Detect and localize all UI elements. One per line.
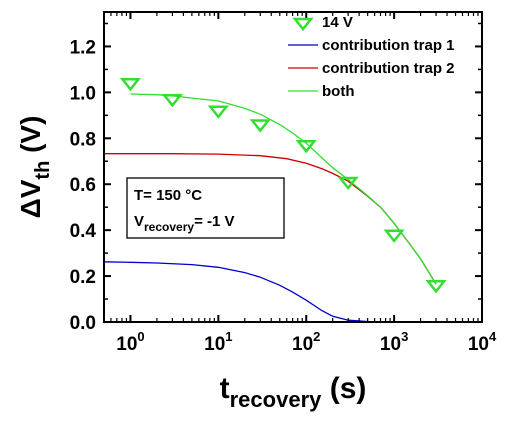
axis-ticks — [104, 12, 483, 323]
annotation-line-2-sub: recovery — [144, 220, 194, 234]
y-tick-label: 0.6 — [70, 175, 96, 196]
annotation-frame — [126, 177, 285, 239]
x-axis-title: trecovery (s) — [220, 372, 367, 412]
y-tick-label: 1.0 — [70, 83, 96, 104]
x-tick-label: 103 — [380, 329, 408, 355]
data-point — [383, 229, 405, 243]
x-tick-label: 100 — [116, 329, 144, 355]
plot-frame — [103, 11, 483, 323]
data-point — [295, 139, 317, 154]
y-axis-title-unit: (V) — [15, 116, 46, 161]
data-point — [207, 105, 229, 119]
annotation-box: T= 150 °C Vrecovery= -1 V — [126, 177, 285, 239]
y-tick-label: 0.8 — [70, 129, 96, 150]
x-axis-title-sub: recovery — [230, 387, 323, 412]
x-tick-label: 104 — [468, 329, 497, 355]
legend: 14 V contribution trap 1 contribution trap… — [288, 14, 455, 100]
data-point — [119, 77, 142, 92]
data-point — [425, 280, 447, 294]
legend-label: 14 V — [322, 14, 353, 31]
data-point — [249, 119, 271, 133]
legend-label: contribution trap 1 — [322, 37, 455, 54]
x-tick-label: 102 — [292, 329, 320, 355]
y-axis-title: ΔVth (V) — [15, 116, 54, 219]
y-tick-label: 0.0 — [70, 313, 96, 334]
series-markers — [119, 77, 447, 294]
y-axis-title-main: ΔV — [15, 179, 46, 218]
y-tick-label: 1.2 — [70, 37, 96, 58]
annotation-line-2: Vrecovery= -1 V — [134, 213, 235, 234]
x-tick-label: 101 — [204, 329, 232, 355]
y-axis-title-sub: th — [32, 161, 54, 180]
data-point — [161, 94, 183, 108]
data-point — [337, 176, 359, 191]
legend-label: contribution trap 2 — [322, 60, 455, 77]
legend-label: both — [322, 83, 354, 100]
x-axis-title-main: t — [220, 372, 230, 405]
x-axis-title-unit: (s) — [321, 372, 366, 405]
legend-marker — [292, 17, 314, 32]
series-line-contribution-trap-1 — [103, 261, 482, 323]
annotation-line-2-main: V — [134, 213, 144, 230]
series-curves — [103, 93, 482, 323]
annotation-line-2-rest: = -1 V — [194, 213, 234, 230]
y-tick-label: 0.2 — [70, 267, 96, 288]
tick-labels: 0.0 0.2 0.4 0.6 0.8 1.0 1.2 100 101 102 103 104 — [70, 37, 497, 355]
series-line-both — [130, 93, 437, 285]
annotation-line-1: T= 150 °C — [134, 187, 202, 204]
y-tick-label: 0.4 — [70, 221, 97, 242]
